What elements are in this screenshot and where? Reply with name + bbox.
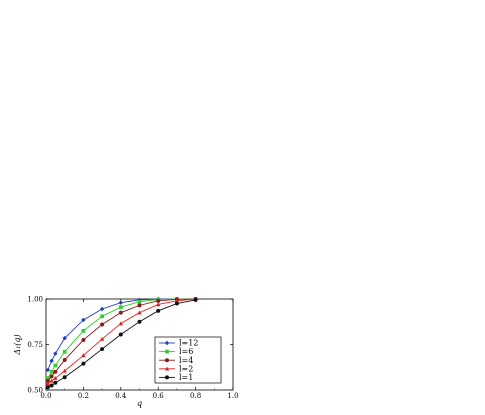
x-tick-label: 0.2: [78, 392, 89, 400]
data-point: [62, 375, 67, 380]
legend-swatch-marker: [164, 340, 170, 346]
data-point: [156, 302, 161, 307]
data-point: [46, 376, 50, 381]
legend-swatch-marker: [165, 349, 169, 354]
data-point: [99, 336, 105, 341]
data-point: [137, 310, 142, 315]
series-layer: [45, 296, 198, 390]
data-point: [49, 383, 54, 388]
data-point: [45, 385, 50, 390]
legend-item: l=1: [159, 373, 193, 382]
legend-label: l=1: [179, 373, 193, 382]
y-axis-title: Δ₁(q): [13, 334, 22, 355]
x-axis-title: q: [137, 399, 142, 408]
data-point: [45, 381, 51, 386]
series-l=4: [45, 297, 198, 383]
data-point: [118, 321, 123, 326]
data-point: [49, 358, 54, 364]
y-tick-label: 0.75: [27, 341, 43, 349]
data-point: [81, 328, 86, 333]
legend-label: l=12: [179, 339, 198, 348]
data-point: [45, 367, 51, 373]
data-point: [62, 335, 67, 341]
data-point: [49, 369, 54, 374]
data-point: [100, 347, 105, 352]
data-point: [100, 322, 105, 327]
data-point: [53, 351, 58, 356]
x-tick-label: 0.8: [190, 392, 201, 400]
data-point: [100, 314, 104, 319]
data-point: [49, 374, 54, 379]
legend-item: l=12: [159, 339, 198, 348]
data-point: [118, 310, 123, 315]
data-point: [53, 380, 58, 385]
data-point: [53, 363, 58, 368]
data-point: [53, 369, 58, 374]
legend-swatch-marker: [164, 366, 170, 371]
data-point: [53, 375, 58, 380]
data-point: [81, 317, 86, 323]
legend-item: l=6: [159, 347, 193, 356]
data-point: [81, 353, 86, 358]
x-tick-label: 0.6: [153, 392, 165, 400]
data-point: [62, 349, 67, 354]
y-tick-label: 1.00: [27, 296, 43, 304]
data-point: [137, 319, 142, 324]
y-axis: 0.50 0.75 1.00: [27, 296, 233, 395]
legend-swatch-marker: [165, 375, 169, 380]
data-point: [156, 308, 161, 313]
data-point: [156, 298, 161, 303]
data-point: [62, 368, 67, 373]
legend: l=12l=6l=4l=2l=1: [154, 336, 222, 384]
x-tick-label: 1.0: [227, 392, 238, 400]
legend-item: l=4: [159, 356, 193, 365]
data-point: [137, 303, 142, 308]
data-point: [174, 298, 180, 303]
legend-swatch-marker: [165, 358, 169, 363]
x-tick-label: 0.4: [115, 392, 127, 400]
legend-item: l=2: [159, 364, 193, 373]
data-point: [118, 305, 123, 310]
data-point: [81, 361, 86, 366]
data-point: [62, 357, 67, 362]
data-point: [118, 300, 123, 305]
data-point: [99, 306, 105, 312]
series-l=1: [45, 297, 198, 390]
data-point: [174, 301, 179, 306]
data-point: [81, 337, 86, 342]
legend-label: l=2: [179, 364, 193, 373]
legend-label: l=6: [179, 347, 193, 356]
data-point: [137, 299, 142, 304]
data-point: [118, 332, 123, 337]
data-point: [45, 378, 50, 383]
data-point: [49, 378, 54, 383]
data-point: [193, 297, 198, 302]
x-tick-label: 0.0: [40, 392, 51, 400]
legend-label: l=4: [179, 356, 193, 365]
y-tick-label: 0.50: [27, 387, 43, 395]
